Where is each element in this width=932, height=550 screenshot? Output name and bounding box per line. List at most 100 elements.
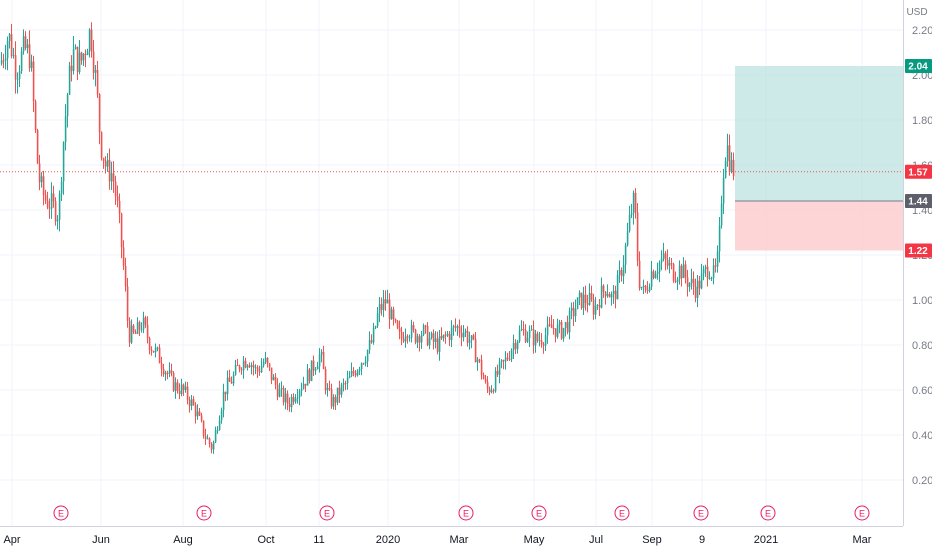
candle-down xyxy=(448,330,451,347)
candle-up xyxy=(16,72,19,94)
candle-down xyxy=(608,291,611,298)
candle-down xyxy=(162,364,165,377)
candle-up xyxy=(314,366,317,375)
candle-down xyxy=(550,315,553,329)
candle-up xyxy=(610,291,613,306)
candle-up xyxy=(284,387,287,410)
candle-down xyxy=(604,291,607,305)
candle-down xyxy=(670,257,673,270)
candle-up xyxy=(450,320,453,348)
candle-down xyxy=(514,339,517,355)
candle-up xyxy=(648,283,651,293)
candle-up xyxy=(470,335,473,349)
earnings-marker[interactable]: E xyxy=(614,505,630,521)
candle-up xyxy=(190,394,193,411)
candle-down xyxy=(80,51,83,65)
price-tag-bg xyxy=(905,194,932,208)
price-tags: 2.04 1.57 1.44 1.22 xyxy=(905,59,932,258)
candle-down xyxy=(288,397,291,412)
candle-up xyxy=(262,358,265,368)
candle-down xyxy=(414,328,417,345)
candle-down xyxy=(244,357,247,369)
candle-down xyxy=(10,23,13,59)
candle-down xyxy=(54,197,57,226)
candle-down xyxy=(584,285,587,311)
x-tick-label: 2021 xyxy=(754,534,778,546)
candle-down xyxy=(480,354,483,380)
candle-down xyxy=(202,420,205,439)
candle-down xyxy=(268,362,271,371)
earnings-marker[interactable]: E xyxy=(693,505,709,521)
y-tick-label: 0.60 xyxy=(912,385,932,397)
candle-up xyxy=(476,356,479,371)
candle-down xyxy=(602,284,605,298)
price-tag: 1.22 xyxy=(905,243,932,258)
candle-down xyxy=(380,297,383,316)
candle-up xyxy=(280,381,283,397)
candle-down xyxy=(362,362,365,365)
earnings-marker[interactable]: E xyxy=(53,505,69,521)
candle-up xyxy=(722,168,725,214)
candle-up xyxy=(88,28,91,58)
candle-up xyxy=(632,190,635,225)
candle-up xyxy=(408,334,411,342)
earnings-marker[interactable]: E xyxy=(196,505,212,521)
candle-down xyxy=(14,41,17,94)
candle-up xyxy=(40,172,43,188)
candle-down xyxy=(138,320,141,336)
candle-up xyxy=(168,362,171,378)
profit-target-zone[interactable] xyxy=(735,66,903,201)
candle-up xyxy=(18,65,21,88)
candle-down xyxy=(698,275,701,296)
candle-down xyxy=(732,152,735,181)
candle-up xyxy=(650,260,653,290)
candle-down xyxy=(590,285,593,302)
candle-down xyxy=(472,333,475,341)
candle-down xyxy=(474,331,477,363)
earnings-marker[interactable]: E xyxy=(854,505,870,521)
earnings-marker[interactable]: E xyxy=(458,505,474,521)
earnings-circle xyxy=(760,505,776,521)
candle-down xyxy=(116,185,119,208)
candle-up xyxy=(538,331,541,347)
candle-up xyxy=(78,39,81,75)
candle-down xyxy=(396,319,399,330)
candle-down xyxy=(210,442,213,454)
candle-up xyxy=(606,284,609,298)
candle-up xyxy=(410,319,413,343)
candle-up xyxy=(56,215,59,230)
candle-down xyxy=(412,321,415,333)
candle-up xyxy=(660,250,663,271)
candle-up xyxy=(180,378,183,397)
candle-up xyxy=(442,334,445,342)
earnings-marker[interactable]: E xyxy=(760,505,776,521)
candle-up xyxy=(530,325,533,331)
candlestick-series xyxy=(0,22,735,454)
candle-up xyxy=(720,195,723,229)
candle-down xyxy=(444,331,447,344)
candle-down xyxy=(458,319,461,338)
candle-up xyxy=(106,153,109,172)
candle-up xyxy=(570,302,573,320)
earnings-marker[interactable]: E xyxy=(531,505,547,521)
candle-up xyxy=(366,349,369,368)
candle-down xyxy=(672,262,675,283)
earnings-circle xyxy=(196,505,212,521)
candle-down xyxy=(100,131,103,161)
price-tag-label: 1.57 xyxy=(908,167,928,178)
candle-up xyxy=(206,434,209,440)
earnings-marker[interactable]: E xyxy=(319,505,335,521)
candle-down xyxy=(70,55,73,82)
candle-down xyxy=(292,393,295,405)
candle-up xyxy=(452,324,455,336)
candle-down xyxy=(42,170,45,206)
candle-up xyxy=(526,331,529,343)
candle-up xyxy=(704,264,707,277)
stop-loss-zone[interactable] xyxy=(735,201,903,251)
earnings-circle xyxy=(614,505,630,521)
candle-up xyxy=(546,316,549,344)
candle-up xyxy=(216,426,219,434)
candle-down xyxy=(178,383,181,400)
